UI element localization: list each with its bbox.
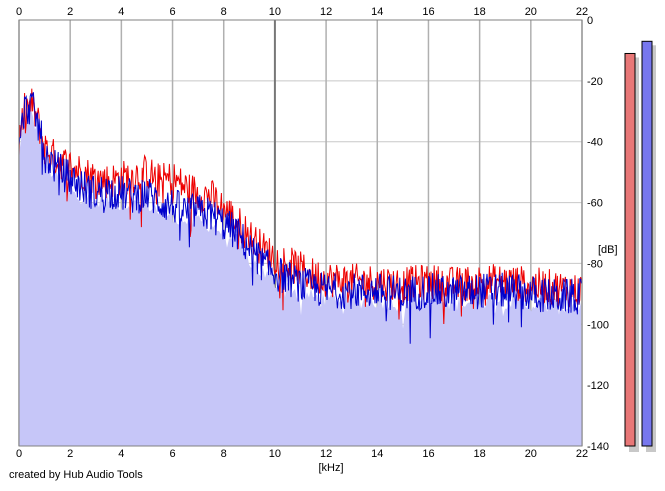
x-tick-label-top: 22: [576, 6, 588, 18]
spectrum-fill-layer: [19, 109, 582, 447]
y-tick-label: -140: [587, 441, 609, 453]
plot-border: [18, 19, 583, 447]
series-line-blue: [18, 92, 582, 344]
y-ticks: 0 -20 -40 -60 -80 -100 -120 -140: [587, 15, 609, 453]
x-ticks-bottom: 0 2 4 6 8 10 12 14 16 18 20 22: [16, 448, 588, 460]
x-tick-label-bottom: 22: [576, 448, 588, 460]
x-tick-label-bottom: 8: [221, 448, 227, 460]
x-tick-label-top: 20: [525, 6, 537, 18]
x-axis-label: [kHz]: [318, 462, 343, 474]
y-tick-label: -60: [587, 198, 603, 210]
x-tick-label-bottom: 2: [67, 448, 73, 460]
x-ticks-top: 0 2 4 6 8 10 12 14 16 18 20 22: [16, 6, 588, 18]
x-tick-label-bottom: 14: [371, 448, 383, 460]
y-axis-label: [dB]: [598, 244, 618, 256]
x-tick-label-top: 6: [169, 6, 175, 18]
x-tick-label-bottom: 6: [169, 448, 175, 460]
x-tick-label-top: 8: [221, 6, 227, 18]
y-tick-label: -120: [587, 380, 609, 392]
x-tick-label-bottom: 18: [474, 448, 486, 460]
x-tick-label-top: 0: [16, 6, 22, 18]
level-meter-left: [624, 52, 636, 447]
y-tick-label: -80: [587, 258, 603, 270]
x-tick-label-top: 4: [118, 6, 124, 18]
x-tick-label-top: 16: [422, 6, 434, 18]
x-tick-label-bottom: 20: [525, 448, 537, 460]
series-layer: [18, 88, 582, 344]
level-meters: [624, 40, 656, 453]
y-tick-label: -100: [587, 319, 609, 331]
x-tick-label-bottom: 16: [422, 448, 434, 460]
x-tick-label-top: 14: [371, 6, 383, 18]
x-tick-label-top: 18: [474, 6, 486, 18]
level-meter-right: [641, 40, 653, 447]
x-tick-label-bottom: 0: [16, 448, 22, 460]
spectrum-fill: [19, 109, 582, 447]
y-tick-label: -40: [587, 137, 603, 149]
y-tick-label: -20: [587, 76, 603, 88]
x-tick-label-top: 12: [320, 6, 332, 18]
x-tick-label-bottom: 10: [269, 448, 281, 460]
y-tick-label: 0: [587, 15, 593, 27]
x-tick-label-bottom: 12: [320, 448, 332, 460]
x-tick-label-top: 10: [269, 6, 281, 18]
plot-frame: [18, 19, 583, 447]
series-line-red: [18, 88, 582, 325]
x-tick-label-top: 2: [67, 6, 73, 18]
x-tick-label-bottom: 4: [118, 448, 124, 460]
credit-text: created by Hub Audio Tools: [9, 469, 143, 481]
